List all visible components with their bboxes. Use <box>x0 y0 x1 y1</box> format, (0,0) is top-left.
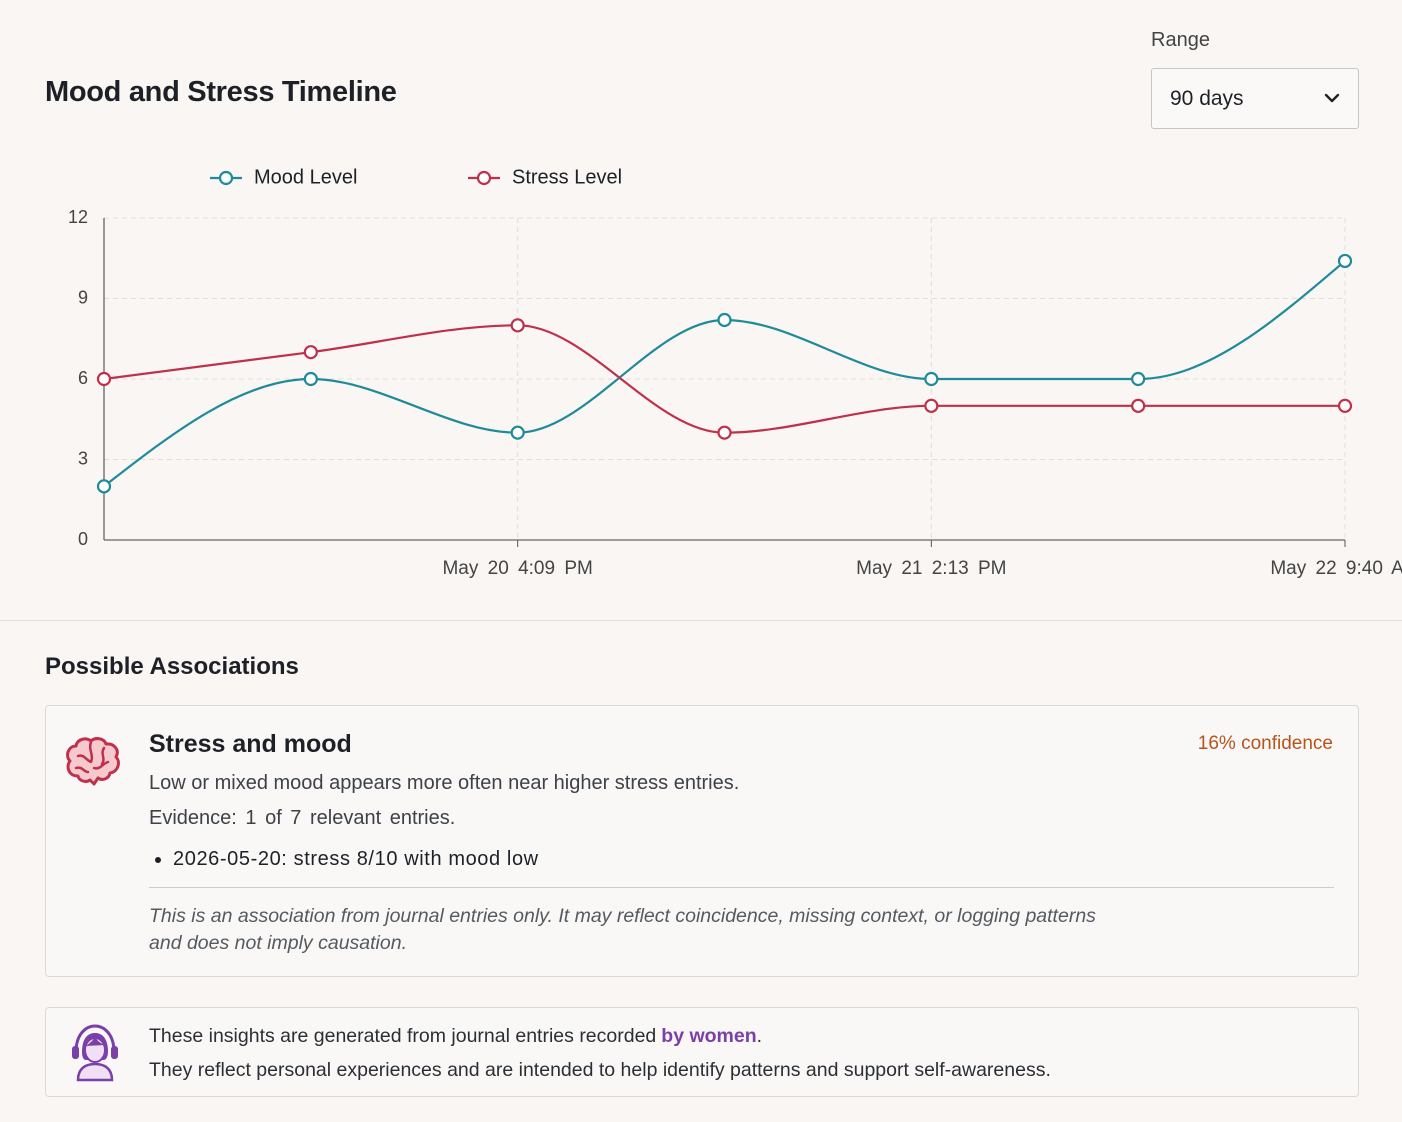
data-point <box>96 479 112 494</box>
note-punctuation: . <box>756 1025 763 1047</box>
divider <box>0 620 1402 621</box>
data-point <box>1337 253 1353 269</box>
data-point <box>1131 398 1146 413</box>
data-point <box>510 318 525 333</box>
data-point <box>924 398 939 413</box>
woman-icon <box>72 1024 118 1082</box>
y-tick-label: 0 <box>78 529 88 549</box>
legend-marker <box>218 170 234 186</box>
legend-label: Stress Level <box>512 166 622 188</box>
note-text: These insights are generated from journa… <box>149 1025 657 1047</box>
note-link[interactable]: by women <box>661 1025 757 1047</box>
range-select[interactable]: 90 days <box>1151 68 1359 129</box>
x-tick-label: May 21 2:13 PM <box>856 558 1006 579</box>
association-card: Stress and mood 16% confidence Low or mi… <box>45 705 1359 977</box>
x-tick-label: May 22 9:40 AM <box>1270 558 1402 579</box>
range-value: 90 days <box>1170 87 1244 110</box>
brain-icon <box>66 737 120 786</box>
info-note: These insights are generated from journa… <box>45 1007 1359 1097</box>
chevron <box>1324 93 1340 103</box>
y-tick-label: 9 <box>78 287 88 307</box>
data-point <box>96 371 112 387</box>
legend-marker <box>476 170 492 186</box>
legend-item: Mood Level <box>210 166 357 188</box>
evidence-list: 2026-05-20: stress 8/10 with mood low <box>149 848 539 871</box>
card-title: Stress and mood <box>149 730 352 758</box>
data-point <box>1131 371 1146 387</box>
range-label: Range <box>1151 29 1210 51</box>
data-point <box>717 312 732 328</box>
data-point <box>303 345 318 360</box>
x-tick-label: May 20 4:09 PM <box>442 558 592 579</box>
evidence-item: 2026-05-20: stress 8/10 with mood low <box>173 848 539 871</box>
data-point <box>510 425 525 440</box>
note-text: They reflect personal experiences and ar… <box>149 1059 1051 1081</box>
y-tick-label: 3 <box>78 448 88 468</box>
page-title: Mood and Stress Timeline <box>45 76 397 108</box>
chart: 0 3 6 9 12 May 20 4:09 PM May 21 2:13 PM May 22… <box>68 166 1402 579</box>
legend-item: Stress Level <box>468 166 622 188</box>
data-point <box>303 371 318 387</box>
confidence: 16% confidence <box>1197 733 1333 754</box>
data-point <box>1337 398 1353 413</box>
section-title: Possible Associations <box>45 653 299 680</box>
evidence: Evidence: 1 of 7 relevant entries. <box>149 807 456 829</box>
disclaimer: This is an association from journal entr… <box>149 905 1096 954</box>
description: Low or mixed mood appears more often nea… <box>149 772 740 794</box>
data-point <box>924 371 939 387</box>
legend-label: Mood Level <box>254 166 357 188</box>
series-line <box>103 260 1346 488</box>
y-tick-label: 12 <box>68 207 88 227</box>
separator <box>149 887 1334 888</box>
y-tick-label: 6 <box>78 368 88 388</box>
data-point <box>717 425 732 440</box>
